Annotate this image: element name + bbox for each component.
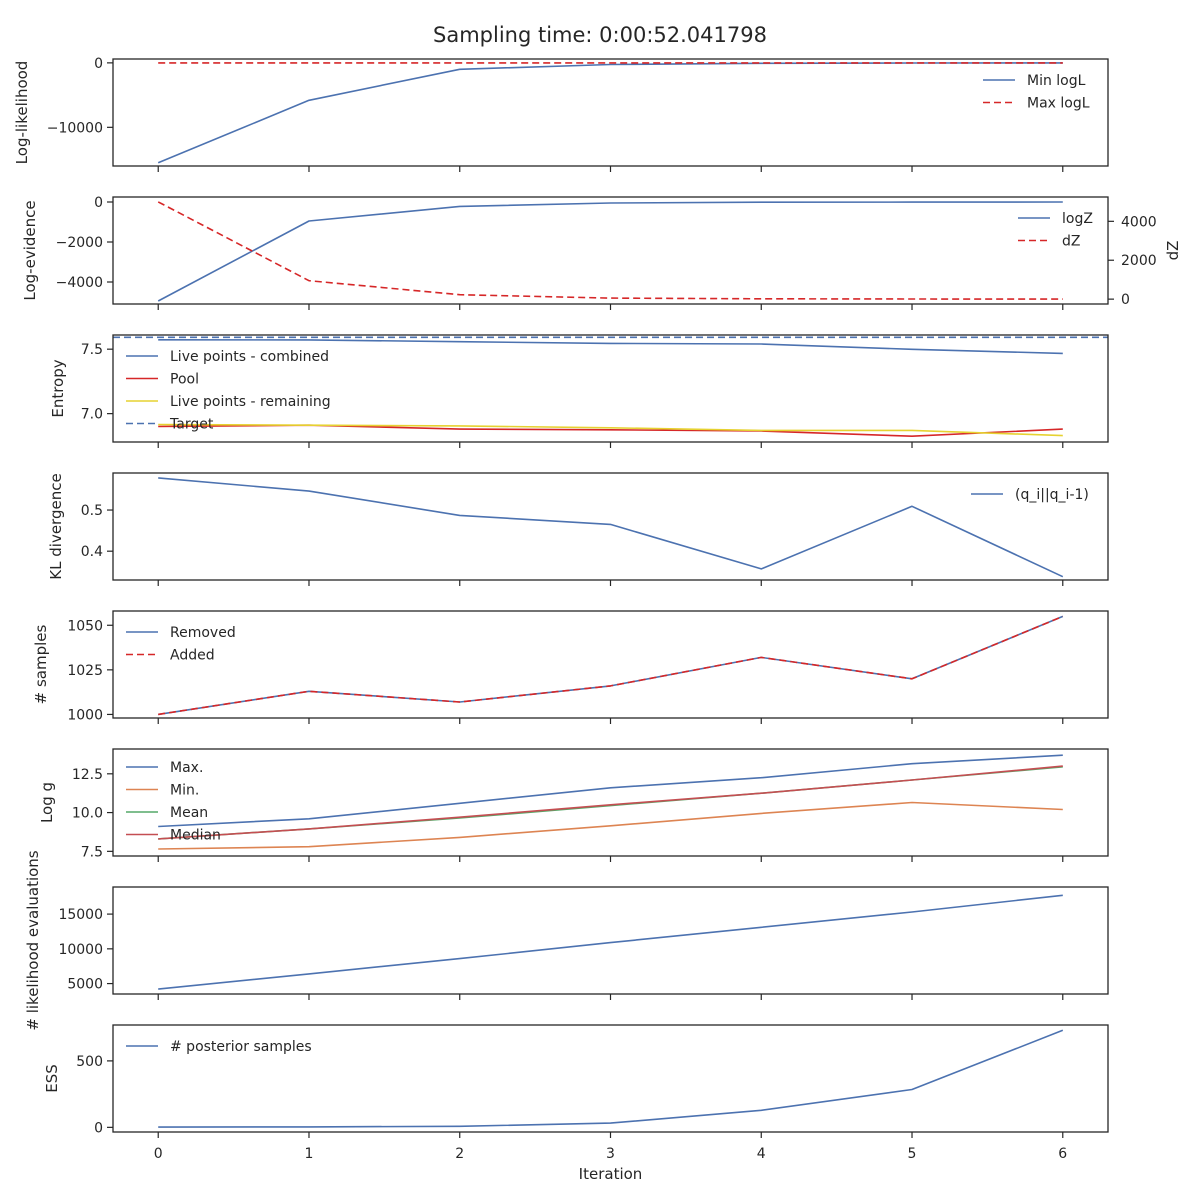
series-added <box>158 615 1064 716</box>
y-tick-label: 0 <box>94 1120 103 1136</box>
y-tick-label: 1050 <box>67 618 103 634</box>
legend-label: (q_i||q_i-1) <box>1015 487 1089 503</box>
axes-frame <box>112 1024 1109 1133</box>
y2-axis-label: dZ <box>1164 241 1182 261</box>
legend-label: Max logL <box>1027 96 1090 112</box>
series-min <box>158 801 1063 850</box>
x-tick-label: 3 <box>606 1146 615 1162</box>
y-tick-label: −10000 <box>47 120 103 136</box>
y-tick-label: 7.5 <box>81 342 103 358</box>
y-tick-label: 7.5 <box>81 844 103 860</box>
series-line <box>158 894 1063 990</box>
y-axis-label: ESS <box>43 1064 61 1093</box>
series-q-i-q-i-1 <box>158 477 1064 578</box>
legend-label: Live points - remaining <box>170 394 331 410</box>
series-max <box>158 754 1063 828</box>
legend-label: Min. <box>170 783 199 799</box>
x-tick-label: 2 <box>455 1146 464 1162</box>
series-posterior-samples <box>158 1029 1064 1128</box>
series-median <box>158 765 1063 840</box>
legend-label: Min logL <box>1027 73 1086 89</box>
legend-label: Max. <box>170 760 203 776</box>
panel-4: 0.5 0.4 KL divergence (q_i||q_i-1) <box>47 472 1109 586</box>
panel-1: 0 −10000 Log-likelihood Min logL Max logL <box>13 56 1109 172</box>
y-tick-label: 1000 <box>67 707 103 723</box>
panel-6: 12.5 10.0 7.5 Log g Max. Min. Mean Median <box>38 748 1109 862</box>
y2-tick-label: 2000 <box>1121 253 1157 269</box>
axes-frame <box>112 748 1109 857</box>
legend: (q_i||q_i-1) <box>971 487 1089 503</box>
panel-8: 500 0 ESS # posterior samples <box>43 1024 1109 1138</box>
y-tick-label: 500 <box>76 1054 103 1070</box>
y-tick-label: 0 <box>94 195 103 211</box>
legend-label: Median <box>170 828 221 844</box>
legend-label: Mean <box>170 805 208 821</box>
y-tick-label: 15000 <box>58 907 103 923</box>
x-axis-label: Iteration <box>579 1165 643 1183</box>
x-tick-label: 4 <box>757 1146 766 1162</box>
chart-title: Sampling time: 0:00:52.041798 <box>433 23 767 47</box>
legend-label: Removed <box>170 625 236 641</box>
y-tick-label: −2000 <box>56 235 103 251</box>
legend: Min logL Max logL <box>983 73 1090 112</box>
y-axis-label: # likelihood evaluations <box>24 850 42 1030</box>
y2-tick-label: 4000 <box>1121 214 1157 230</box>
y-tick-label: 0 <box>94 56 103 72</box>
y-tick-label: 10.0 <box>72 806 103 822</box>
legend-label: # posterior samples <box>170 1039 312 1055</box>
series-logz <box>157 201 1063 302</box>
y-tick-label: 12.5 <box>72 767 103 783</box>
x-tick-label: 5 <box>908 1146 917 1162</box>
axes-frame <box>112 610 1109 719</box>
y-axis-label: # samples <box>32 624 50 704</box>
axes-frame <box>112 58 1109 167</box>
series-removed <box>158 615 1064 716</box>
axes-frame <box>112 334 1109 443</box>
axes-frame <box>112 886 1109 995</box>
y-axis-label: Entropy <box>49 359 67 417</box>
series-live-points-remaining <box>158 423 1063 437</box>
y-tick-label: 7.0 <box>81 407 103 423</box>
y2-tick-label: 0 <box>1121 292 1130 308</box>
panel-7: 15000 10000 5000 # likelihood evaluations <box>24 850 1109 1031</box>
y-tick-label: 1025 <box>67 663 103 679</box>
x-tick-label: 1 <box>305 1146 314 1162</box>
legend-label: Live points - combined <box>170 349 329 365</box>
y-tick-label: 0.4 <box>81 544 103 560</box>
legend: Max. Min. Mean Median <box>126 760 221 844</box>
y-axis-label: KL divergence <box>47 473 65 579</box>
legend-label: Target <box>169 417 214 433</box>
panel-2: 0 −2000 −4000 0 2000 4000 dZ Log-evidence logZ dZ <box>21 195 1182 310</box>
y-axis-label: Log-evidence <box>21 200 39 300</box>
panel-5: 1050 1025 1000 # samples Removed Added <box>32 610 1109 724</box>
legend: Removed Added <box>126 625 236 664</box>
series-min-logl <box>157 62 1063 164</box>
legend: logZ dZ <box>1018 211 1093 250</box>
axes-frame <box>112 472 1109 581</box>
y-tick-label: 10000 <box>58 942 103 958</box>
y-axis-label: Log-likelihood <box>13 61 31 165</box>
x-tick-label: 6 <box>1058 1146 1067 1162</box>
y-tick-label: 5000 <box>67 977 103 993</box>
legend-label: dZ <box>1062 234 1080 250</box>
legend-label: Pool <box>170 372 199 388</box>
series-live-points-combined <box>158 338 1063 355</box>
y-tick-label: 0.5 <box>81 503 103 519</box>
legend: # posterior samples <box>126 1039 312 1055</box>
x-tick-label: 0 <box>154 1146 163 1162</box>
y-axis-label: Log g <box>38 782 56 823</box>
legend-label: logZ <box>1062 211 1093 227</box>
legend: Live points - combined Pool Live points - … <box>126 349 331 433</box>
y-tick-label: −4000 <box>56 275 103 291</box>
axes-frame <box>112 196 1109 305</box>
series-dz <box>157 201 1063 300</box>
legend-label: Added <box>170 648 215 664</box>
